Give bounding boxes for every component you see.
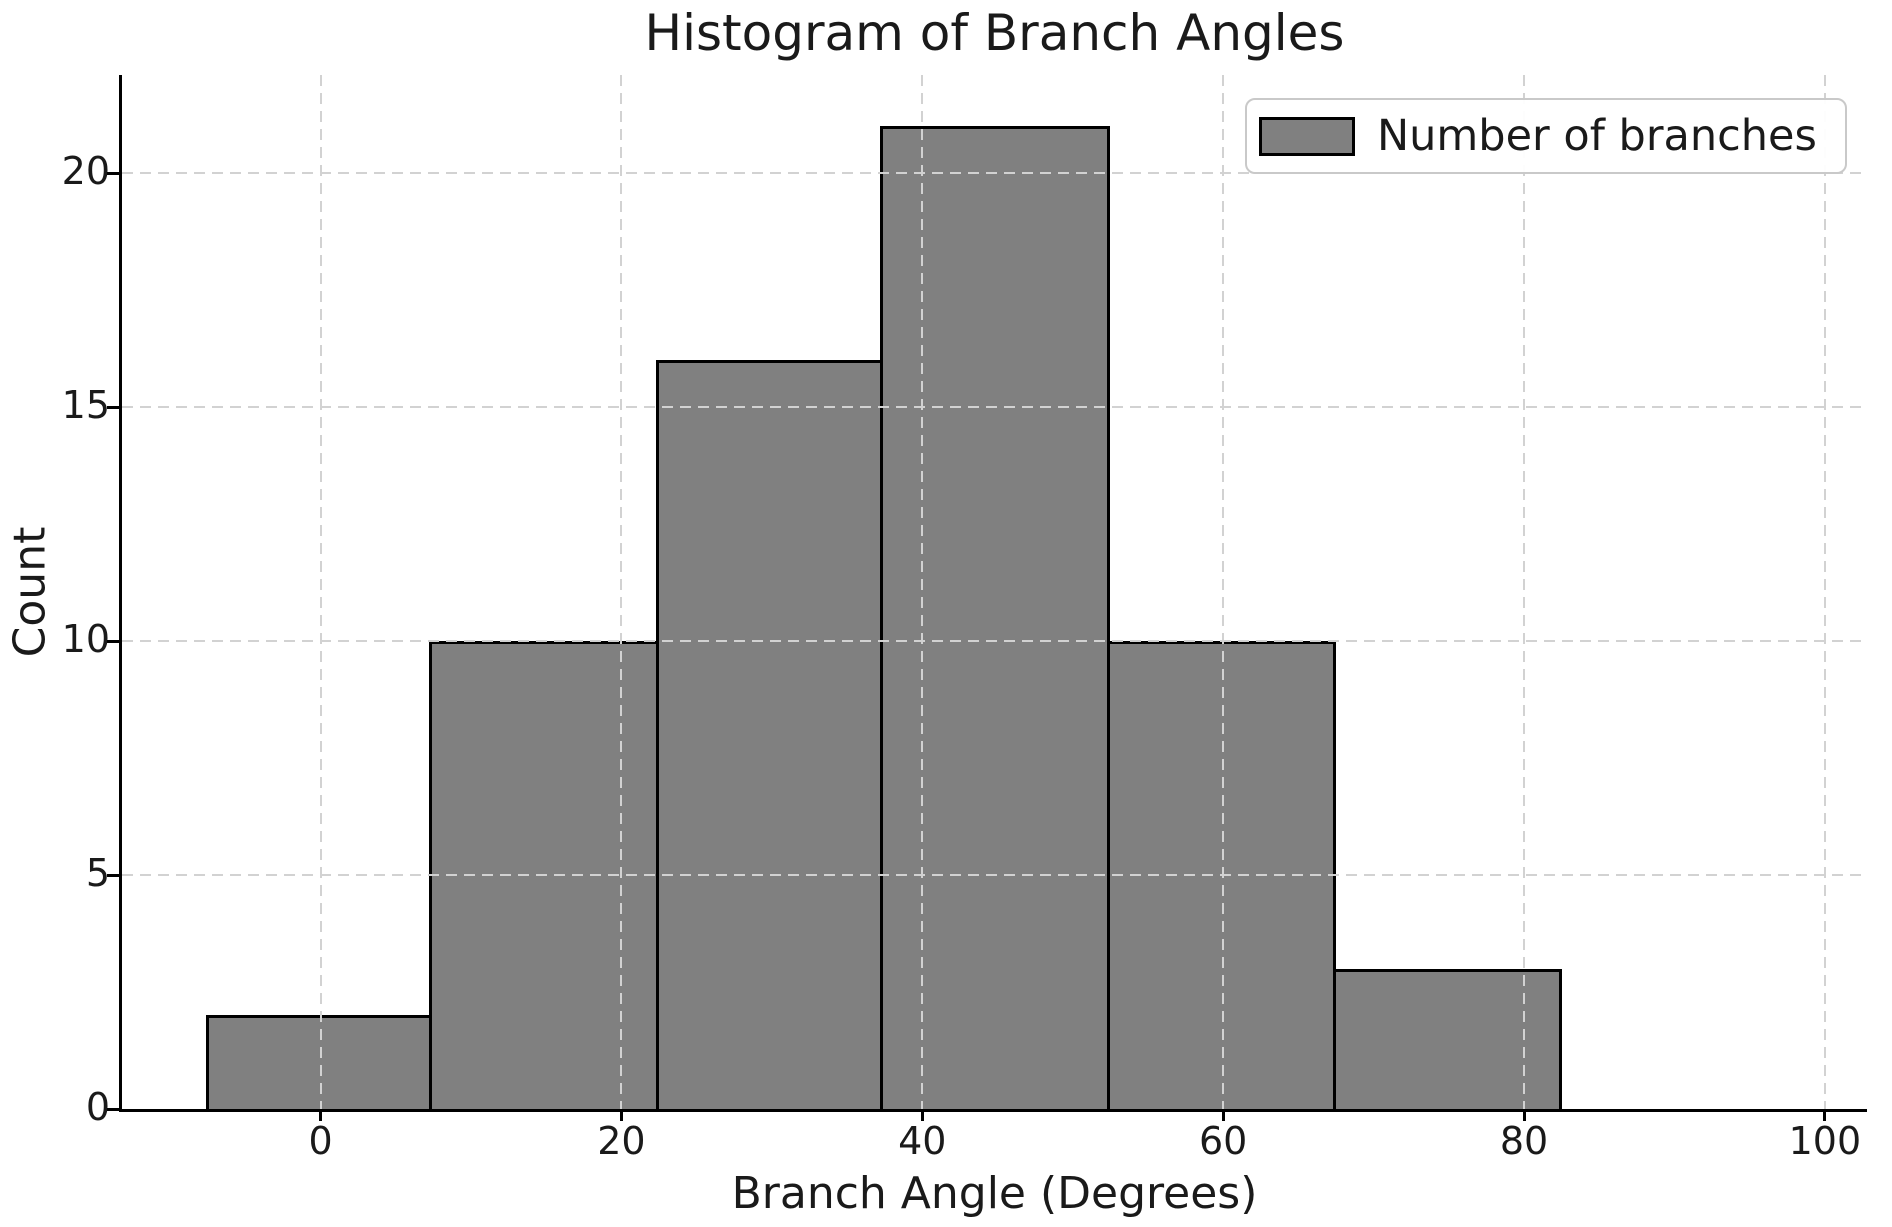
x-tick xyxy=(1823,1109,1827,1121)
histogram-bar xyxy=(1332,968,1562,1109)
plot-area xyxy=(107,75,1867,1121)
y-tick-label: 15 xyxy=(61,383,110,428)
x-tick xyxy=(619,1109,623,1121)
x-gridline xyxy=(921,75,924,1109)
x-tick xyxy=(319,1109,323,1121)
y-tick xyxy=(107,873,119,877)
legend-label: Number of branches xyxy=(1377,111,1817,161)
x-tick-label: 40 xyxy=(898,1119,947,1163)
histogram-bar xyxy=(880,126,1111,1109)
x-tick-label: 100 xyxy=(1788,1119,1862,1163)
x-gridline xyxy=(1222,75,1225,1109)
y-tick-label: 20 xyxy=(61,149,110,194)
histogram-bar xyxy=(206,1015,432,1109)
x-tick xyxy=(920,1109,924,1121)
y-tick xyxy=(107,171,119,175)
x-tick-label: 80 xyxy=(1499,1119,1549,1163)
x-tick xyxy=(1221,1109,1225,1121)
x-gridline xyxy=(620,75,623,1109)
x-axis-spine xyxy=(119,1109,1867,1112)
y-gridline xyxy=(122,640,1867,643)
legend-swatch xyxy=(1259,116,1355,156)
x-gridline xyxy=(1523,75,1526,1109)
x-gridline xyxy=(319,75,322,1109)
y-tick xyxy=(107,1107,119,1111)
y-axis-spine xyxy=(119,75,122,1109)
y-tick-label: 0 xyxy=(85,1085,110,1129)
x-tick-label: 60 xyxy=(1198,1119,1248,1163)
x-gridline xyxy=(1823,75,1826,1109)
y-tick-label: 10 xyxy=(61,617,110,662)
y-gridline xyxy=(122,874,1867,877)
x-axis-label: Branch Angle (Degrees) xyxy=(731,1168,1258,1219)
x-tick xyxy=(1522,1109,1526,1121)
y-tick-label: 5 xyxy=(85,851,110,896)
y-gridline xyxy=(122,406,1867,409)
y-tick xyxy=(107,405,119,409)
y-tick xyxy=(107,639,119,643)
x-tick-label: 20 xyxy=(597,1119,646,1163)
legend: Number of branches xyxy=(1245,98,1847,174)
x-tick-label: 0 xyxy=(308,1119,333,1163)
histogram-bar xyxy=(656,360,884,1109)
y-gridline xyxy=(122,172,1867,175)
chart-title: Histogram of Branch Angles xyxy=(644,4,1345,62)
